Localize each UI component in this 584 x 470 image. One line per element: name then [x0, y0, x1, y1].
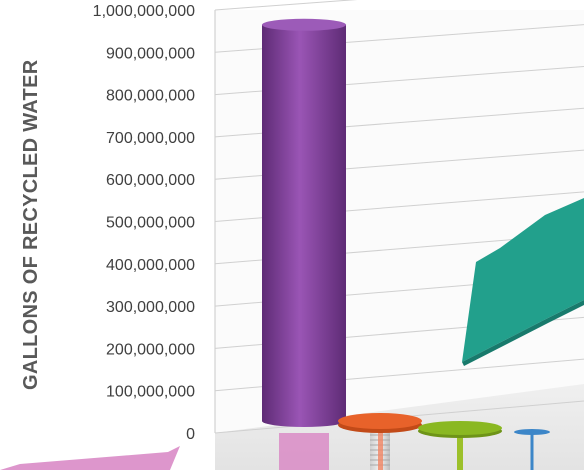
teal-arrow-edge — [462, 300, 584, 366]
bar-stem — [530, 432, 534, 470]
y-tick-label: 200,000,000 — [106, 341, 195, 358]
teal-arrow — [462, 198, 584, 362]
y-tick-label: 900,000,000 — [106, 45, 195, 62]
y-tick-label: 0 — [186, 426, 195, 443]
bar — [514, 429, 550, 435]
y-tick-label: 500,000,000 — [106, 215, 195, 232]
y-tick-label: 1,000,000,000 — [93, 3, 195, 20]
y-tick-label: 600,000,000 — [106, 172, 195, 189]
bar — [338, 413, 422, 429]
stem-core — [378, 421, 383, 470]
decorations — [0, 198, 584, 470]
y-tick-labels: 0 100,000,000 200,000,000 300,000,000 400,00… — [93, 3, 195, 443]
y-tick-label: 300,000,000 — [106, 299, 195, 316]
y-tick-label: 700,000,000 — [106, 130, 195, 147]
bar-top — [262, 18, 346, 31]
y-tick-label: 800,000,000 — [106, 88, 195, 105]
bars — [262, 18, 550, 470]
bar — [262, 24, 346, 428]
y-tick-label: 100,000,000 — [106, 384, 195, 401]
callout-stem — [279, 433, 329, 470]
gridline — [214, 0, 358, 11]
bar-stem — [457, 428, 463, 470]
callout-arrow — [0, 446, 180, 470]
y-tick-label: 400,000,000 — [106, 257, 195, 274]
bar — [418, 421, 502, 435]
